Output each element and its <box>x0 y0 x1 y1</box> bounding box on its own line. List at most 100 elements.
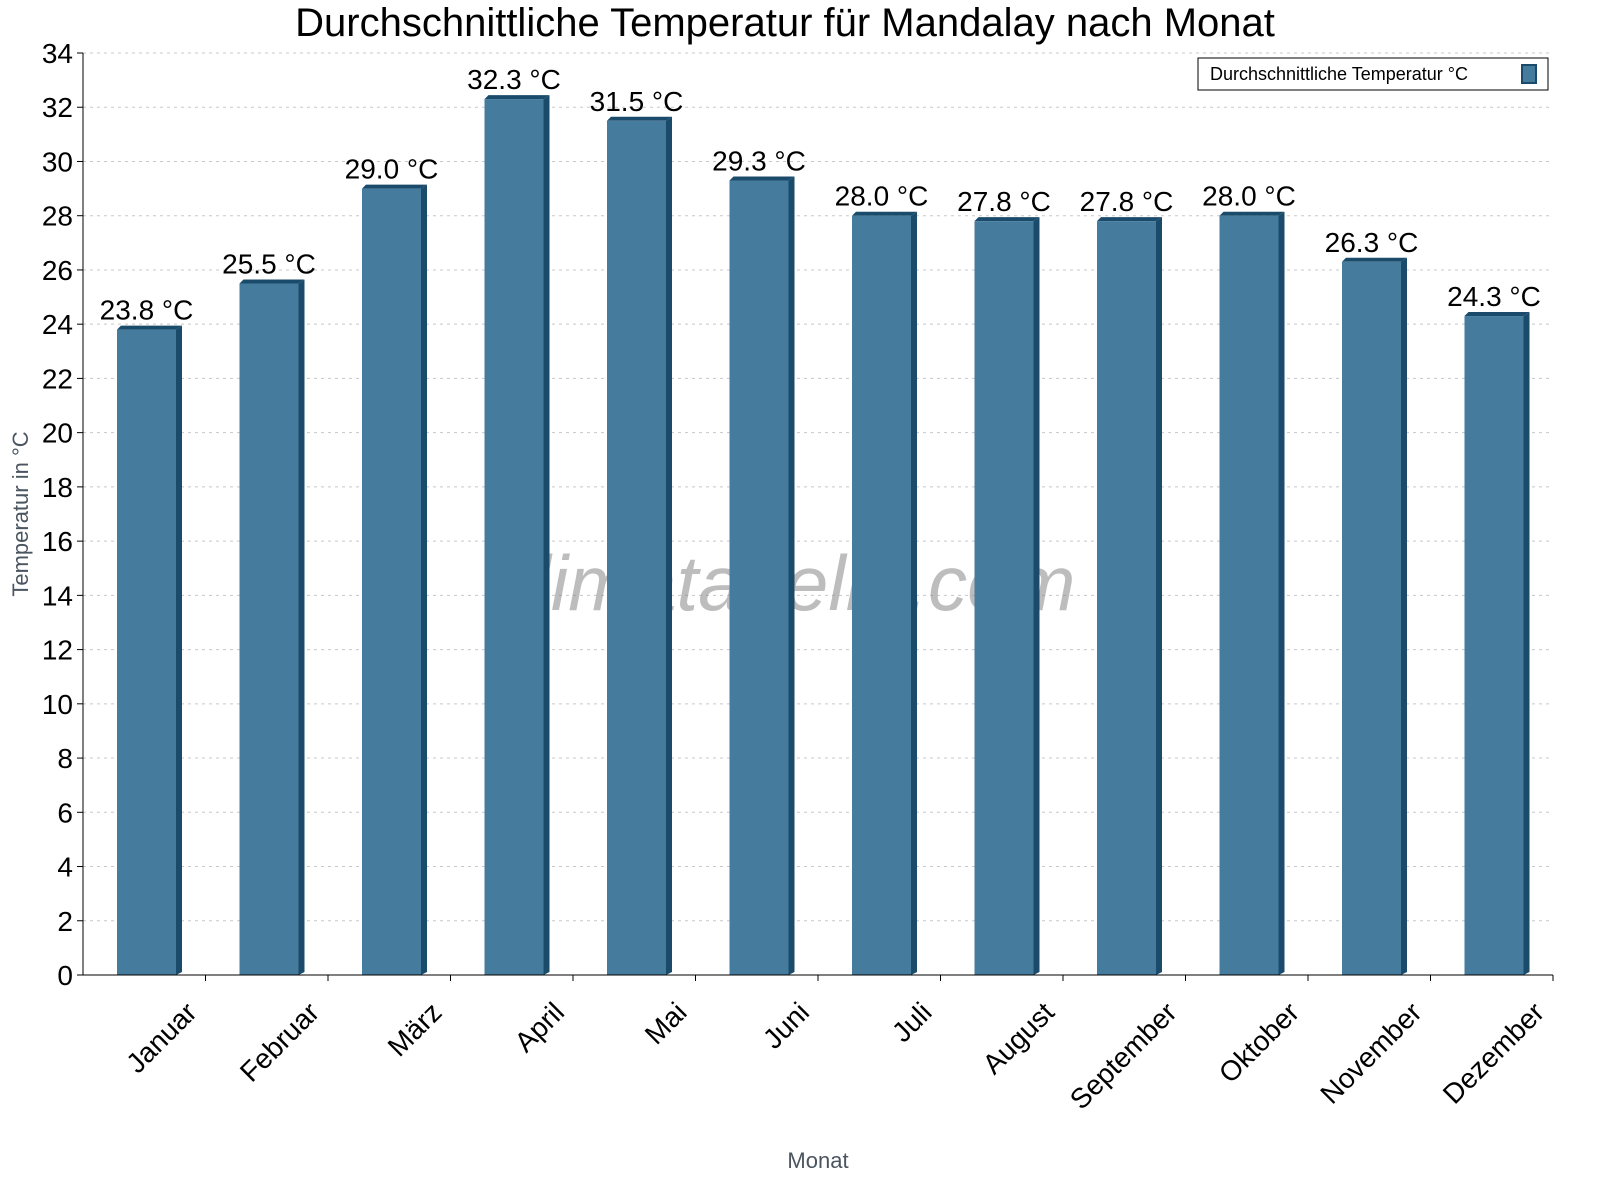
bar-side <box>176 325 182 976</box>
x-tick-label: August <box>977 996 1061 1080</box>
bar-top <box>729 176 795 181</box>
data-label: 27.8 °C <box>1080 186 1174 217</box>
data-label: 27.8 °C <box>957 186 1051 217</box>
x-tick-label: Januar <box>120 996 202 1078</box>
bar-group: 25.5 °C <box>222 249 316 975</box>
bar-side <box>1401 257 1407 975</box>
bar-side <box>1278 211 1285 976</box>
y-tick-label: 6 <box>57 797 73 828</box>
legend-box <box>1197 57 1549 91</box>
y-tick-label: 2 <box>57 906 73 937</box>
bar-side <box>421 184 427 975</box>
bar-group: 23.8 °C <box>100 295 194 976</box>
bar <box>729 180 789 975</box>
grid <box>83 52 1553 922</box>
bars: 23.8 °C 25.5 °C 29.0 °C 32.3 °C 31.5 °C 29.3 … <box>100 64 1541 976</box>
y-tick-label: 12 <box>42 635 73 666</box>
y-tick-label: 22 <box>42 363 73 394</box>
y-tick-label: 18 <box>42 472 73 503</box>
bar-top <box>607 116 672 121</box>
data-label: 29.0 °C <box>345 154 439 185</box>
bar-top <box>484 95 550 100</box>
bar <box>239 283 299 975</box>
bar-top <box>1219 211 1285 216</box>
bar-group: 28.0 °C <box>1202 181 1296 976</box>
bar-top <box>362 184 427 189</box>
bar-side <box>1523 312 1530 976</box>
bar <box>1219 215 1279 976</box>
bar-group: 32.3 °C <box>467 64 561 976</box>
y-tick-label: 24 <box>42 309 73 340</box>
bar <box>1342 261 1401 975</box>
bar <box>484 99 544 976</box>
bar-top <box>239 279 305 284</box>
x-tick-label: September <box>1064 996 1183 1115</box>
data-label: 24.3 °C <box>1447 281 1541 312</box>
y-tick-label: 30 <box>42 146 73 177</box>
x-tick-label: Juni <box>757 996 815 1054</box>
legend: Durchschnittliche Temperatur °C <box>1197 57 1549 91</box>
x-tick-label: Juli <box>886 996 938 1048</box>
bar <box>852 215 911 976</box>
x-tick-label: Februar <box>234 996 325 1087</box>
x-tick-label: März <box>382 996 448 1062</box>
y-tick-label: 10 <box>42 689 73 720</box>
y-tick-label: 34 <box>42 38 73 69</box>
data-label: 32.3 °C <box>467 64 561 95</box>
y-tick-label: 20 <box>42 418 73 449</box>
bar-side <box>666 116 672 975</box>
bar-group: 26.3 °C <box>1325 227 1419 975</box>
bar <box>607 120 666 975</box>
legend-swatch <box>1521 64 1537 84</box>
bar-side <box>1156 217 1162 976</box>
legend-label: Durchschnittliche Temperatur °C <box>1210 64 1468 84</box>
data-label: 31.5 °C <box>590 86 684 117</box>
x-tick-label: November <box>1314 996 1427 1109</box>
y-tick-label: 32 <box>42 92 73 123</box>
x-tick-label: Dezember <box>1437 996 1550 1109</box>
bar-top <box>1097 217 1162 222</box>
bar-side <box>1033 217 1040 976</box>
x-tick-label: April <box>509 996 571 1058</box>
bar-group: 27.8 °C <box>1080 186 1174 976</box>
data-label: 28.0 °C <box>1202 181 1296 212</box>
bar <box>362 188 421 975</box>
bar-side <box>788 176 795 975</box>
y-tick-label: 8 <box>57 743 73 774</box>
bar-group: 28.0 °C <box>835 181 929 976</box>
chart-title: Durchschnittliche Temperatur für Mandala… <box>295 1 1275 45</box>
bar-top <box>974 217 1040 222</box>
y-tick-label: 0 <box>57 960 73 991</box>
x-axis-title: Monat <box>787 1148 848 1173</box>
data-label: 28.0 °C <box>835 181 929 212</box>
data-label: 29.3 °C <box>712 145 806 176</box>
bar-top <box>852 211 917 216</box>
x-tick-label: Mai <box>639 996 693 1050</box>
y-tick-label: 14 <box>42 580 73 611</box>
bar-side <box>543 95 550 976</box>
bar <box>1097 221 1156 976</box>
y-tick-label: 26 <box>42 255 73 286</box>
data-label: 26.3 °C <box>1325 227 1419 258</box>
bar-group: 29.0 °C <box>345 154 439 975</box>
data-label: 23.8 °C <box>100 295 194 326</box>
y-tick-label: 28 <box>42 201 73 232</box>
bar-group: 31.5 °C <box>590 86 684 975</box>
bar-group: 27.8 °C <box>957 186 1051 976</box>
y-tick-label: 16 <box>42 526 73 557</box>
bar-top <box>1464 312 1530 317</box>
bar <box>1464 316 1524 976</box>
bar-side <box>911 211 917 976</box>
bar-group: 24.3 °C <box>1447 281 1541 976</box>
x-tick-label: Oktober <box>1213 996 1305 1088</box>
bar-top <box>1342 257 1407 262</box>
y-axis-title: Temperatur in °C <box>8 431 33 596</box>
bar-side <box>298 279 305 975</box>
bar-group: 29.3 °C <box>712 145 806 975</box>
data-label: 25.5 °C <box>222 249 316 280</box>
y-tick-label: 4 <box>57 852 73 883</box>
bar <box>974 221 1034 976</box>
bar-top <box>117 325 182 330</box>
bar <box>117 329 176 976</box>
